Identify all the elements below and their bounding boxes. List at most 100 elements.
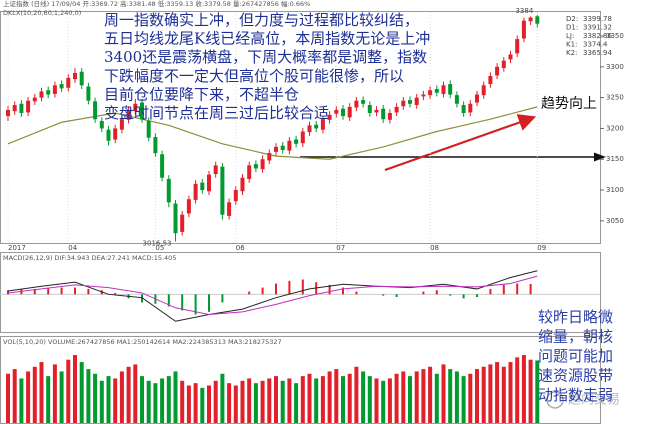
- candle-body: [133, 103, 138, 112]
- candle-body: [461, 105, 466, 114]
- volume-bar: [475, 369, 479, 423]
- volume-bar: [12, 369, 17, 423]
- candle-body: [119, 119, 124, 130]
- volume-bar: [193, 383, 198, 423]
- volume-bar: [253, 383, 258, 423]
- candle-body: [454, 95, 459, 104]
- candle-body: [247, 165, 252, 179]
- watermark: 趋向交易: [568, 392, 620, 408]
- candle-body: [12, 105, 17, 112]
- macd-panel: [0, 252, 601, 333]
- candle-body: [401, 100, 406, 107]
- candle-body: [287, 140, 292, 151]
- volume-bar: [186, 385, 191, 423]
- volume-bar: [528, 359, 533, 423]
- candle-body: [468, 103, 473, 113]
- high-label: 3384: [515, 7, 533, 15]
- volume-bar: [535, 360, 540, 423]
- y-tick-label: 3250: [606, 94, 624, 102]
- candle-body: [26, 100, 31, 113]
- volume-header: VOL(5,10,20) VOLUME:267427856 MA1:250142…: [3, 338, 282, 346]
- indicator-value: 3399.78: [583, 15, 612, 23]
- annotation-line: 五日均线龙尾K线已经高位，本周指数无论是上冲: [104, 30, 430, 48]
- candle-body: [448, 84, 453, 95]
- indicator-name: D1:: [566, 24, 578, 32]
- candle-body: [93, 101, 98, 120]
- watermark-logo: [546, 391, 564, 409]
- side-note-line: 缩量，朝核: [538, 328, 613, 346]
- candle-body: [126, 109, 131, 120]
- volume-bar: [481, 366, 486, 423]
- x-tick-label: 08: [430, 244, 439, 252]
- candle-body: [307, 125, 312, 133]
- volume-bar: [334, 369, 339, 423]
- volume-bar: [19, 378, 24, 423]
- indicator-name: D2:: [566, 15, 578, 23]
- side-note-line: 问题可能加: [538, 347, 613, 365]
- volume-bar: [294, 383, 299, 423]
- volume-bar: [287, 378, 292, 423]
- candle-body: [320, 119, 325, 130]
- trend-label: 趋势向上: [541, 96, 597, 112]
- indicator-value: 3391.32: [583, 24, 612, 32]
- candle-body: [52, 85, 57, 94]
- candle-body: [314, 124, 319, 129]
- candle-body: [6, 109, 10, 117]
- volume-bar: [46, 376, 51, 423]
- candle-body: [200, 182, 205, 191]
- candle-body: [501, 60, 506, 69]
- candle-body: [334, 109, 339, 114]
- price-header: 上证指数 (日线) 17/09/04 开:3369.72 高:3381.48 低…: [3, 0, 310, 8]
- volume-bar: [441, 364, 446, 423]
- candle-body: [86, 86, 91, 101]
- volume-bar: [454, 371, 459, 423]
- indicator-value: 3382.86: [583, 32, 612, 40]
- macd-line: [7, 270, 538, 322]
- x-tick-label: 07: [336, 244, 345, 252]
- volume-bar: [341, 376, 345, 423]
- candle-body: [515, 39, 520, 54]
- volume-bar: [381, 380, 386, 423]
- y-tick-label: 3100: [606, 186, 624, 194]
- volume-bar: [240, 380, 245, 423]
- volume-bar: [6, 373, 10, 423]
- candle-body: [280, 145, 285, 150]
- volume-bar: [160, 378, 165, 423]
- candle-body: [166, 178, 171, 203]
- volume-bar: [521, 355, 526, 423]
- annotation-line: 下跌幅度不一定大但高位个股可能很惨，所以: [104, 67, 404, 85]
- volume-bar: [207, 385, 211, 423]
- candle-body: [99, 121, 104, 129]
- volume-bar: [300, 376, 305, 423]
- volume-bar: [140, 376, 144, 423]
- volume-bar: [26, 371, 31, 423]
- candle-body: [481, 85, 486, 96]
- candle-body: [374, 109, 379, 113]
- candle-body: [495, 66, 500, 76]
- candle-body: [46, 90, 51, 95]
- candle-body: [475, 94, 479, 103]
- volume-bar: [153, 383, 158, 423]
- volume-bar: [233, 385, 238, 423]
- candle-body: [488, 76, 493, 85]
- indicator-name: LJ:: [566, 32, 574, 40]
- volume-bar: [166, 376, 171, 423]
- candle-body: [508, 54, 513, 60]
- volume-bar: [267, 378, 272, 423]
- volume-bar: [501, 366, 506, 423]
- candle-body: [220, 166, 225, 215]
- volume-bar: [461, 376, 466, 423]
- side-note-line: 动指数走弱: [538, 386, 613, 404]
- volume-bar: [434, 373, 439, 423]
- volume-bar: [468, 373, 473, 423]
- volume-bar: [173, 371, 178, 423]
- volume-bar: [314, 378, 319, 423]
- side-note-line: 速资源股带: [538, 367, 613, 385]
- volume-bar: [59, 371, 64, 423]
- candle-body: [381, 108, 386, 120]
- candle-body: [73, 72, 77, 80]
- volume-bar: [93, 373, 98, 423]
- candle-body: [19, 103, 24, 114]
- candle-body: [32, 97, 37, 102]
